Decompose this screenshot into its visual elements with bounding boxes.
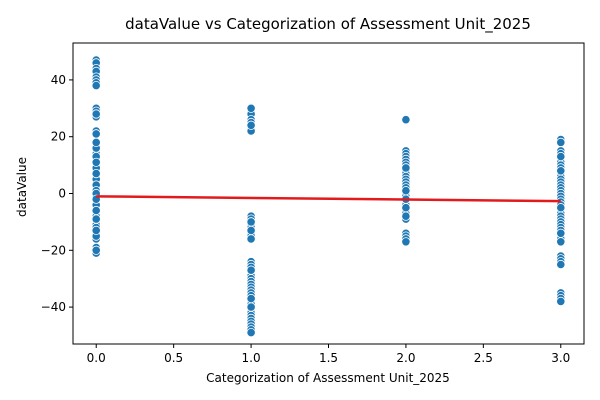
x-tick-label: 1.5	[319, 351, 338, 365]
y-tick-label: −20	[41, 243, 66, 257]
scatter-point	[556, 259, 566, 270]
scatter-point	[91, 109, 101, 119]
y-axis-label: dataValue	[15, 157, 29, 217]
y-tick-label: −40	[41, 300, 66, 314]
scatter-point	[556, 203, 566, 213]
scatter-point	[246, 293, 256, 304]
scatter-point	[556, 166, 566, 176]
scatter-point	[246, 234, 256, 244]
scatter-point	[246, 225, 256, 235]
y-axis-ticks: −40 −20 0 20 40	[41, 73, 73, 314]
scatter-point	[246, 265, 256, 275]
scatter-point	[401, 186, 411, 196]
scatter-point	[91, 157, 101, 167]
scatter-point	[246, 120, 256, 130]
chart-title: dataValue vs Categorization of Assessmen…	[125, 15, 531, 34]
scatter-point	[556, 228, 566, 238]
x-tick-label: 0.0	[87, 351, 106, 365]
scatter-point	[556, 296, 566, 306]
x-tick-label: 2.0	[396, 351, 415, 365]
scatter-point	[401, 203, 411, 213]
scatter-point	[246, 103, 256, 113]
scatter-point	[246, 302, 256, 312]
x-tick-label: 2.5	[474, 351, 493, 365]
scatter-point	[401, 237, 411, 247]
scatter-point	[246, 327, 256, 338]
scatter-point	[91, 129, 101, 139]
scatter-point	[91, 169, 101, 179]
scatter-point	[246, 217, 256, 227]
plot-area-frame	[72, 42, 585, 345]
x-tick-label: 3.0	[551, 351, 570, 365]
y-tick-label: 20	[51, 130, 66, 144]
scatter-point	[556, 137, 566, 147]
x-tick-label: 1.0	[242, 351, 261, 365]
y-tick-label: 0	[58, 187, 66, 201]
scatter-point	[91, 245, 101, 255]
scatter-point	[91, 225, 101, 235]
scatter-point	[401, 163, 411, 173]
y-tick-label: 40	[51, 73, 66, 87]
x-axis-label: Categorization of Assessment Unit_2025	[206, 371, 450, 385]
scatter-point	[91, 81, 101, 91]
trend-line	[96, 195, 561, 203]
scatter-point	[556, 152, 566, 162]
scatter-point	[91, 214, 101, 224]
scatter-point	[401, 115, 411, 125]
x-tick-label: 0.5	[164, 351, 183, 365]
x-axis-ticks: 0.0 0.5 1.0 1.5 2.0 2.5 3.0	[87, 344, 570, 365]
scatter-point	[401, 211, 411, 221]
scatter-point	[91, 205, 101, 216]
scatter-point	[91, 137, 101, 147]
scatter-point	[556, 237, 566, 247]
